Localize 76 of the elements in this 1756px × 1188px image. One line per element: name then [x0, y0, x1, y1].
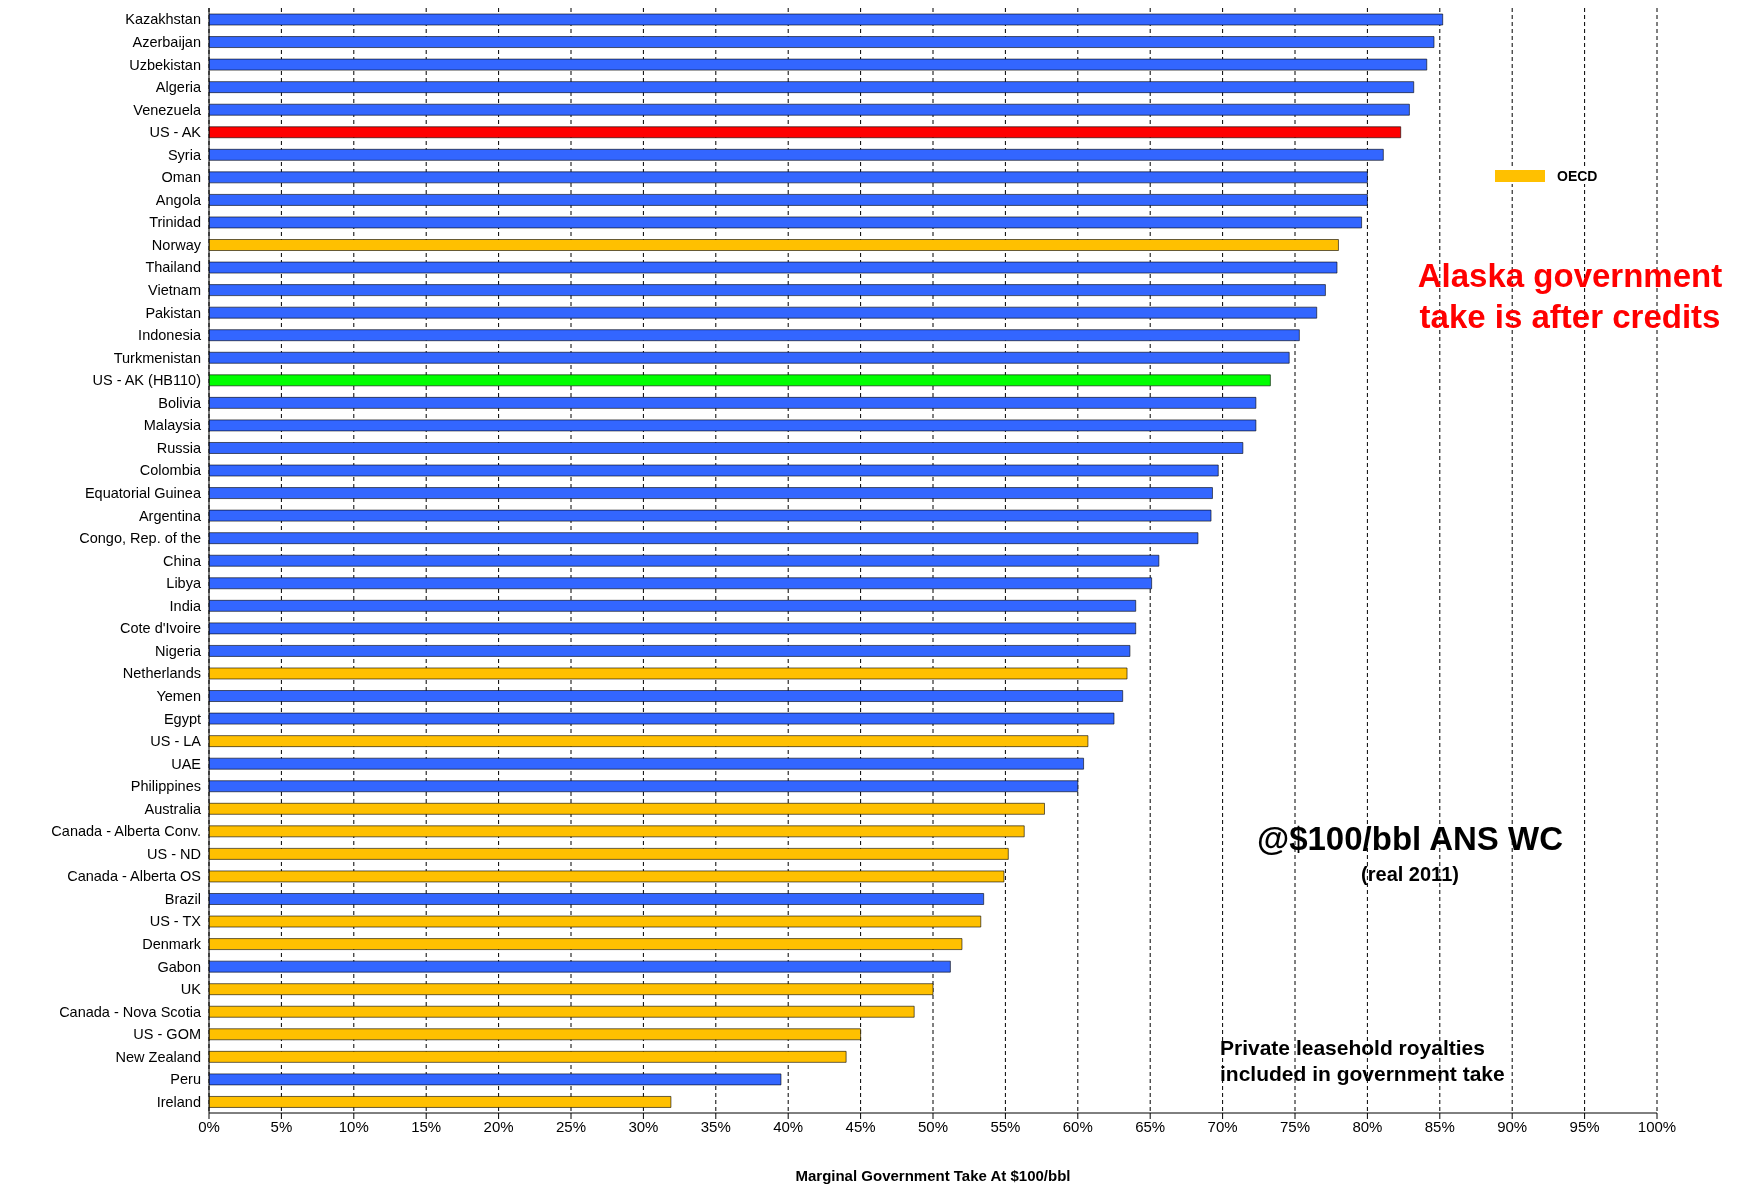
- y-tick-label: China: [163, 552, 202, 569]
- y-tick-label: Libya: [166, 575, 202, 592]
- x-tick-label: 70%: [1207, 1117, 1238, 1135]
- x-axis-title: Marginal Government Take At $100/bbl: [795, 1167, 1071, 1184]
- y-tick-label: Uzbekistan: [129, 56, 201, 73]
- y-tick-label: US - LA: [150, 733, 202, 750]
- x-tick-label: 10%: [338, 1117, 369, 1135]
- y-tick-label: India: [169, 597, 202, 614]
- y-tick-label: Brazil: [164, 890, 201, 907]
- y-tick-label: Azerbaijan: [132, 33, 201, 50]
- y-tick-label: Thailand: [145, 259, 201, 276]
- x-tick-label: 90%: [1497, 1117, 1528, 1135]
- y-tick-label: Colombia: [139, 462, 202, 479]
- y-tick-label: Syria: [167, 146, 202, 163]
- y-tick-label: Yemen: [156, 687, 201, 704]
- y-tick-label: Canada - Nova Scotia: [59, 1003, 202, 1020]
- x-tick-label: 15%: [411, 1117, 442, 1135]
- y-tick-label: Denmark: [142, 936, 202, 953]
- x-tick-label: 80%: [1352, 1117, 1383, 1135]
- y-tick-label: Trinidad: [149, 214, 201, 231]
- y-tick-label: US - AK: [149, 124, 202, 141]
- y-tick-label: Congo, Rep. of the: [79, 530, 201, 547]
- y-tick-label: Angola: [155, 191, 202, 208]
- y-tick-label: Vietnam: [148, 282, 201, 299]
- x-tick-label: 65%: [1135, 1117, 1166, 1135]
- y-tick-label: Turkmenistan: [113, 349, 201, 366]
- y-tick-label: Canada - Alberta Conv.: [51, 823, 201, 840]
- x-tick-label: 5%: [270, 1117, 293, 1135]
- x-tick-label: 60%: [1062, 1117, 1093, 1135]
- annotation: (real 2011): [1360, 862, 1460, 887]
- x-tick-label: 85%: [1424, 1117, 1455, 1135]
- x-tick-label: 20%: [483, 1117, 514, 1135]
- y-tick-label: Peru: [170, 1071, 201, 1088]
- y-tick-label: Kazakhstan: [125, 11, 201, 28]
- x-tick-label: 75%: [1279, 1117, 1311, 1135]
- x-tick-label: 30%: [628, 1117, 659, 1135]
- x-tick-label: 35%: [700, 1117, 731, 1135]
- y-tick-label: Netherlands: [122, 665, 201, 682]
- y-tick-label: US - GOM: [133, 1026, 201, 1043]
- y-tick-label: Malaysia: [143, 417, 202, 434]
- y-tick-label: US - AK (HB110): [92, 372, 201, 389]
- y-tick-label: UAE: [171, 755, 202, 772]
- y-tick-label: US - TX: [149, 913, 202, 930]
- y-tick-label: Pakistan: [145, 304, 201, 321]
- annotation: Private leasehold royalties included in government take: [1220, 1035, 1506, 1088]
- y-tick-label: Nigeria: [155, 642, 202, 659]
- y-tick-label: Oman: [161, 169, 201, 186]
- y-tick-label: Equatorial Guinea: [84, 484, 202, 501]
- y-tick-label: Bolivia: [158, 394, 202, 411]
- y-tick-label: Indonesia: [138, 327, 202, 344]
- x-tick-label: 100%: [1637, 1117, 1677, 1135]
- y-tick-label: Gabon: [157, 958, 201, 975]
- y-tick-label: Australia: [144, 800, 202, 817]
- x-tick-label: 50%: [917, 1117, 949, 1135]
- x-tick-label: 40%: [773, 1117, 804, 1135]
- annotation: Alaska government take is after credits: [1416, 256, 1724, 338]
- y-tick-label: Argentina: [138, 507, 202, 524]
- y-tick-label: Egypt: [163, 710, 201, 727]
- y-tick-label: Venezuela: [133, 101, 202, 118]
- y-tick-label: Philippines: [130, 778, 201, 795]
- x-tick-label: 25%: [555, 1117, 587, 1135]
- y-tick-label: Ireland: [156, 1093, 201, 1110]
- y-tick-label: Algeria: [155, 79, 202, 96]
- annotation: @$100/bbl ANS WC: [1256, 819, 1564, 859]
- y-tick-label: Canada - Alberta OS: [67, 868, 201, 885]
- y-tick-label: Norway: [151, 236, 202, 253]
- x-tick-label: 45%: [845, 1117, 876, 1135]
- y-tick-label: Russia: [156, 439, 202, 456]
- x-tick-label: 95%: [1569, 1117, 1600, 1135]
- y-tick-label: UK: [180, 981, 202, 998]
- x-tick-label: 55%: [990, 1117, 1021, 1135]
- x-tick-label: 0%: [198, 1117, 220, 1135]
- y-tick-label: Cote d'Ivoire: [120, 620, 201, 637]
- y-tick-label: New Zealand: [115, 1048, 201, 1065]
- legend-label: OECD: [1557, 168, 1598, 184]
- y-tick-label: US - ND: [147, 845, 201, 862]
